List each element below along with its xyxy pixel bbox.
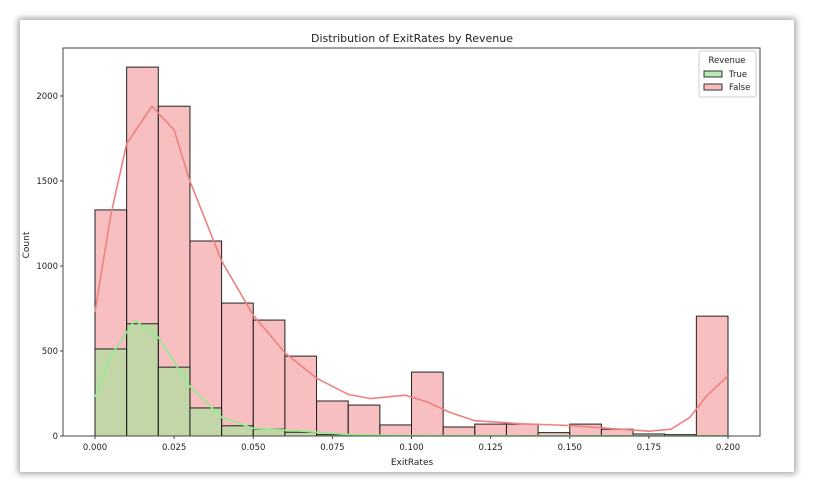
x-tick-label: 0.100	[399, 443, 423, 453]
x-tick-label: 0.125	[478, 443, 502, 453]
x-tick-label: 0.075	[320, 443, 344, 453]
bar-true-0	[94, 348, 128, 437]
bar-false-5	[252, 319, 286, 437]
bar-false-4	[221, 302, 254, 437]
x-axis-label: ExitRates	[391, 458, 434, 468]
bar-false-8	[347, 404, 381, 437]
bar-false-9	[379, 424, 413, 437]
kde-line-false	[94, 104, 729, 433]
y-tick-label: 1000	[36, 262, 58, 272]
legend-label-true: True	[728, 70, 747, 80]
legend-swatch-true	[703, 70, 723, 78]
bar-true-6	[284, 431, 318, 437]
bar-true-2	[157, 366, 191, 437]
y-axis-label: Count	[22, 231, 32, 258]
bar-false-6	[284, 355, 318, 437]
legend-title: Revenue	[708, 56, 745, 66]
bar-false-12	[474, 423, 507, 437]
x-tick-label: 0.025	[162, 443, 186, 453]
bar-false-11	[442, 426, 476, 437]
chart-title: Distribution of ExitRates by Revenue	[311, 32, 513, 45]
bar-false-13	[505, 423, 539, 437]
legend: Revenue True False	[698, 50, 757, 98]
y-tick-label: 2000	[36, 92, 58, 102]
y-tick-label: 1500	[36, 177, 58, 187]
y-tick-label: 0	[53, 432, 58, 442]
bar-true-1	[126, 323, 159, 437]
legend-swatch-false	[703, 83, 723, 91]
x-tick-label: 0.050	[241, 443, 265, 453]
bar-false-3	[189, 240, 223, 437]
bar-false-19	[695, 315, 729, 437]
kde-line-true	[94, 319, 729, 437]
y-tick-label: 500	[42, 347, 58, 357]
legend-label-false: False	[729, 83, 750, 93]
bar-false-10	[411, 371, 444, 437]
x-tick-label: 0.200	[716, 443, 740, 453]
x-tick-label: 0.150	[558, 443, 582, 453]
x-tick-label: 0.175	[637, 443, 661, 453]
x-tick-label: 0.000	[83, 443, 107, 453]
bar-false-7	[316, 400, 349, 437]
